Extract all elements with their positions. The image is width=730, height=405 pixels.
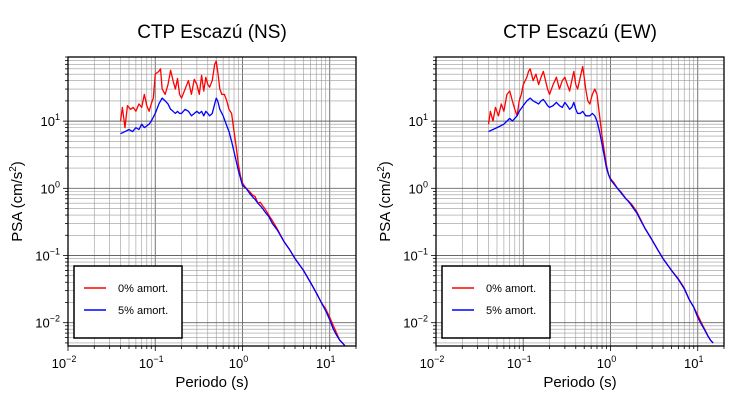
plot-frame bbox=[435, 56, 725, 347]
x-tick-base: 10 bbox=[316, 356, 330, 371]
x-tick-base: 10 bbox=[420, 356, 434, 371]
x-tick-exp: 0 bbox=[243, 354, 248, 364]
y-tick-label: 101 bbox=[409, 112, 428, 129]
legend-box bbox=[441, 265, 551, 339]
x-tick-label: 101 bbox=[684, 354, 703, 371]
x-tick-label: 10−2 bbox=[420, 354, 445, 371]
y-tick-label: 100 bbox=[409, 179, 428, 196]
plot-frame bbox=[67, 56, 357, 347]
series-group bbox=[119, 60, 346, 346]
legend-label: 5% amort. bbox=[118, 305, 168, 317]
y-tick-label: 10−1 bbox=[403, 247, 428, 264]
x-tick-base: 10 bbox=[229, 356, 243, 371]
legend-box bbox=[73, 265, 183, 339]
y-tick-exp: −2 bbox=[418, 314, 428, 324]
x-tick-exp: −1 bbox=[153, 354, 163, 364]
y-tick-exp: 0 bbox=[423, 179, 428, 189]
y-tick-exp: 1 bbox=[55, 112, 60, 122]
x-tick-label: 100 bbox=[597, 354, 616, 371]
legend-label: 0% amort. bbox=[486, 283, 536, 295]
y-tick-exp: −2 bbox=[50, 314, 60, 324]
chart-title: CTP Escazú (NS) bbox=[137, 22, 287, 43]
x-tick-exp: 1 bbox=[330, 354, 335, 364]
y-tick-base: 10 bbox=[409, 114, 423, 129]
x-tick-exp: 1 bbox=[698, 354, 703, 364]
x-tick-exp: −2 bbox=[434, 354, 444, 364]
x-tick-exp: 0 bbox=[611, 354, 616, 364]
x-tick-base: 10 bbox=[52, 356, 66, 371]
series-line-damped bbox=[488, 97, 714, 344]
y-axis-label-close: ) bbox=[9, 161, 26, 166]
y-tick-exp: −1 bbox=[418, 247, 428, 257]
series-group bbox=[487, 65, 714, 344]
x-tick-label: 100 bbox=[229, 354, 248, 371]
y-tick-label: 100 bbox=[41, 179, 60, 196]
x-tick-base: 10 bbox=[507, 356, 521, 371]
x-tick-exp: −1 bbox=[521, 354, 531, 364]
x-axis-label: Periodo (s) bbox=[175, 374, 248, 391]
x-tick-label: 10−1 bbox=[139, 354, 164, 371]
y-axis-label: PSA (cm/s2) bbox=[8, 161, 26, 242]
legend: 0% amort. 5% amort. bbox=[441, 265, 551, 339]
x-tick-label: 10−1 bbox=[507, 354, 532, 371]
y-axis-label-main: PSA (cm/s bbox=[9, 172, 26, 242]
chart-title: CTP Escazú (EW) bbox=[503, 22, 657, 43]
x-tick-base: 10 bbox=[597, 356, 611, 371]
y-tick-base: 10 bbox=[41, 181, 55, 196]
y-tick-base: 10 bbox=[35, 249, 49, 264]
legend: 0% amort. 5% amort. bbox=[73, 265, 183, 339]
y-axis-label-sup: 2 bbox=[8, 166, 19, 172]
legend-label: 0% amort. bbox=[118, 283, 168, 295]
y-tick-label: 10−2 bbox=[403, 314, 428, 331]
y-axis-label-close: ) bbox=[377, 161, 394, 166]
y-tick-base: 10 bbox=[403, 316, 417, 331]
y-tick-base: 10 bbox=[41, 114, 55, 129]
y-tick-label: 10−1 bbox=[35, 247, 60, 264]
x-tick-base: 10 bbox=[139, 356, 153, 371]
y-axis-label: PSA (cm/s2) bbox=[376, 161, 394, 242]
x-tick-base: 10 bbox=[684, 356, 698, 371]
y-tick-label: 101 bbox=[41, 112, 60, 129]
legend-label: 5% amort. bbox=[486, 305, 536, 317]
x-tick-label: 10−2 bbox=[52, 354, 77, 371]
y-tick-exp: −1 bbox=[50, 247, 60, 257]
x-axis-label: Periodo (s) bbox=[543, 374, 616, 391]
y-tick-base: 10 bbox=[403, 249, 417, 264]
series-line-damped bbox=[120, 97, 346, 346]
y-tick-exp: 0 bbox=[55, 179, 60, 189]
y-axis-label-sup: 2 bbox=[376, 166, 387, 172]
x-tick-exp: −2 bbox=[66, 354, 76, 364]
y-axis-label-main: PSA (cm/s bbox=[377, 172, 394, 242]
y-tick-exp: 1 bbox=[423, 112, 428, 122]
x-tick-label: 101 bbox=[316, 354, 335, 371]
y-tick-base: 10 bbox=[409, 181, 423, 196]
y-tick-label: 10−2 bbox=[35, 314, 60, 331]
y-tick-base: 10 bbox=[35, 316, 49, 331]
